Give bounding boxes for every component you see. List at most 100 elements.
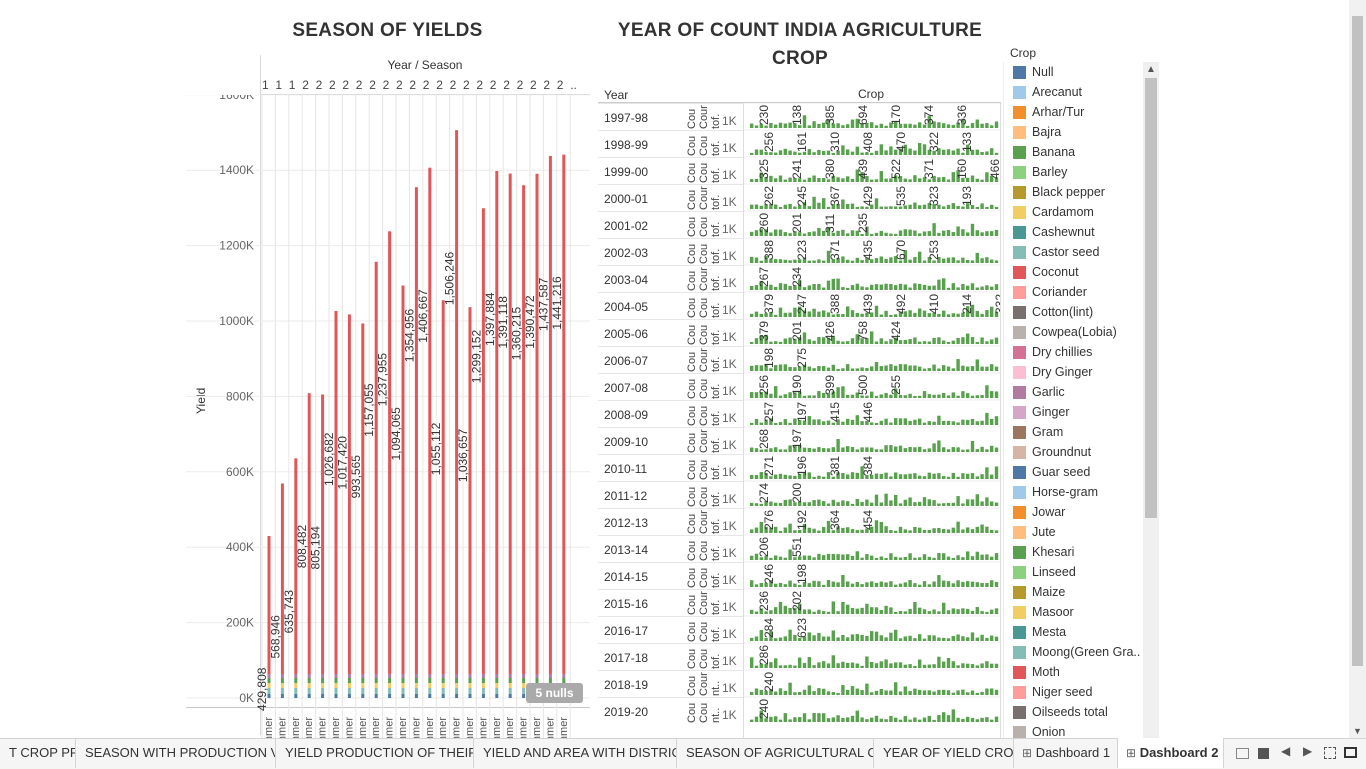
legend-item[interactable]: Khesari (1013, 545, 1074, 565)
crop-count-bar[interactable] (836, 472, 840, 479)
crop-count-bar[interactable] (807, 685, 811, 695)
crop-count-bar[interactable] (903, 364, 907, 371)
crop-count-bar[interactable] (932, 581, 936, 587)
crop-count-bar[interactable] (788, 312, 792, 317)
crop-count-bar[interactable] (812, 712, 816, 722)
crop-count-bar[interactable] (985, 257, 989, 263)
crop-count-bar[interactable] (788, 682, 792, 695)
crop-count-bar[interactable] (937, 148, 941, 155)
crop-count-bar[interactable] (774, 229, 778, 236)
crop-count-bar[interactable] (783, 338, 787, 344)
crop-count-bar[interactable] (932, 500, 936, 506)
crop-count-bar[interactable] (946, 366, 951, 371)
crop-count-bar[interactable] (990, 635, 994, 641)
crop-count-bar[interactable] (918, 690, 922, 695)
year-row[interactable]: 2009-10 Cou Cour tof. 1K (598, 427, 743, 455)
crop-count-bar[interactable] (894, 556, 898, 560)
crop-count-bar[interactable] (908, 365, 912, 371)
crop-count-bar[interactable] (980, 634, 984, 641)
crop-count-bar[interactable] (754, 448, 759, 452)
crop-count-bar[interactable] (956, 665, 960, 668)
crop-count-bar[interactable] (937, 611, 941, 614)
crop-count-bar[interactable] (764, 391, 768, 398)
year-row[interactable]: 2000-01 Cou Cour tof. 1K (598, 184, 743, 212)
crop-count-bar[interactable] (994, 391, 999, 398)
crop-count-bar[interactable] (879, 502, 883, 506)
crop-count-bar[interactable] (874, 607, 879, 614)
year-row[interactable]: 2002-03 Cou Cou tof. 1K (598, 238, 743, 266)
crop-count-bar[interactable] (942, 529, 946, 533)
crop-count-bar[interactable] (956, 690, 960, 695)
crop-count-bar[interactable] (802, 523, 807, 533)
crop-count-bar[interactable] (927, 448, 931, 452)
crop-count-bar[interactable] (778, 229, 783, 236)
crop-count-bar[interactable] (793, 392, 797, 398)
crop-count-bar[interactable] (908, 664, 912, 668)
crop-count-bar[interactable] (937, 415, 941, 425)
crop-count-bar[interactable] (855, 118, 859, 128)
crop-count-bar[interactable] (990, 231, 994, 236)
crop-count-bar[interactable] (922, 341, 927, 344)
crop-count-bar[interactable] (802, 609, 807, 614)
crop-count-bar[interactable] (822, 661, 826, 668)
crop-count-bar[interactable] (798, 717, 802, 722)
crop-count-bar[interactable] (817, 149, 821, 155)
crop-count-bar[interactable] (975, 421, 979, 425)
crop-count-bar[interactable] (865, 226, 869, 236)
crop-count-bar[interactable] (956, 337, 960, 344)
crop-count-bar[interactable] (807, 632, 811, 641)
crop-count-bar[interactable] (860, 152, 864, 155)
crop-count-bar[interactable] (855, 472, 859, 479)
year-row[interactable]: 2019-20 Cou Cou nt.. 1K (598, 697, 743, 725)
legend-item[interactable]: Dry chillies (1013, 345, 1092, 365)
crop-count-bar[interactable] (802, 310, 807, 317)
crop-count-bar[interactable] (774, 386, 778, 398)
crop-count-bar[interactable] (764, 526, 768, 533)
crop-count-bar[interactable] (759, 365, 763, 371)
crop-count-bar[interactable] (966, 473, 970, 479)
crop-count-bar[interactable] (769, 501, 773, 506)
crop-count-bar[interactable] (754, 285, 759, 290)
crop-count-bar[interactable] (817, 419, 821, 425)
crop-count-bar[interactable] (970, 149, 975, 155)
crop-count-bar[interactable] (798, 152, 802, 155)
crop-count-bar[interactable] (985, 611, 989, 614)
legend-item[interactable]: Jowar (1013, 505, 1065, 525)
crop-count-bar[interactable] (841, 341, 845, 344)
crop-count-bar[interactable] (836, 611, 840, 614)
crop-count-bar[interactable] (994, 284, 999, 290)
crop-count-bar[interactable] (850, 368, 855, 371)
crop-count-bar[interactable] (913, 688, 917, 695)
crop-count-bar[interactable] (812, 368, 816, 371)
crop-count-bar[interactable] (802, 233, 807, 236)
crop-count-bar[interactable] (831, 123, 835, 128)
crop-count-bar[interactable] (793, 607, 797, 614)
crop-count-bar[interactable] (802, 447, 807, 452)
crop-count-bar[interactable] (783, 713, 787, 722)
crop-count-bar[interactable] (961, 419, 965, 425)
crop-count-bar[interactable] (783, 148, 787, 155)
legend-item[interactable]: Maize (1013, 585, 1065, 605)
crop-count-bar[interactable] (798, 603, 802, 614)
crop-count-bar[interactable] (922, 664, 927, 668)
crop-count-bar[interactable] (961, 449, 965, 452)
crop-count-bar[interactable] (874, 361, 879, 371)
crop-count-bar[interactable] (836, 368, 840, 371)
crop-count-bar[interactable] (980, 123, 984, 128)
crop-count-bar[interactable] (879, 206, 883, 209)
legend-item[interactable]: Coconut (1013, 265, 1079, 285)
crop-count-bar[interactable] (990, 204, 994, 209)
crop-count-bar[interactable] (894, 530, 898, 533)
crop-count-bar[interactable] (956, 260, 960, 263)
crop-count-bar[interactable] (793, 177, 797, 182)
crop-count-bar[interactable] (913, 257, 917, 263)
crop-count-bar[interactable] (774, 124, 778, 128)
crop-count-bar[interactable] (764, 125, 768, 128)
crop-count-bar[interactable] (884, 690, 888, 695)
crop-count-bar[interactable] (889, 284, 893, 290)
crop-count-bar[interactable] (937, 637, 941, 641)
year-row[interactable]: 2004-05 Cou Cou tof. 1K (598, 292, 743, 320)
crop-count-bar[interactable] (956, 447, 960, 452)
crop-count-bar[interactable] (783, 232, 787, 236)
crop-count-bar[interactable] (990, 418, 994, 425)
